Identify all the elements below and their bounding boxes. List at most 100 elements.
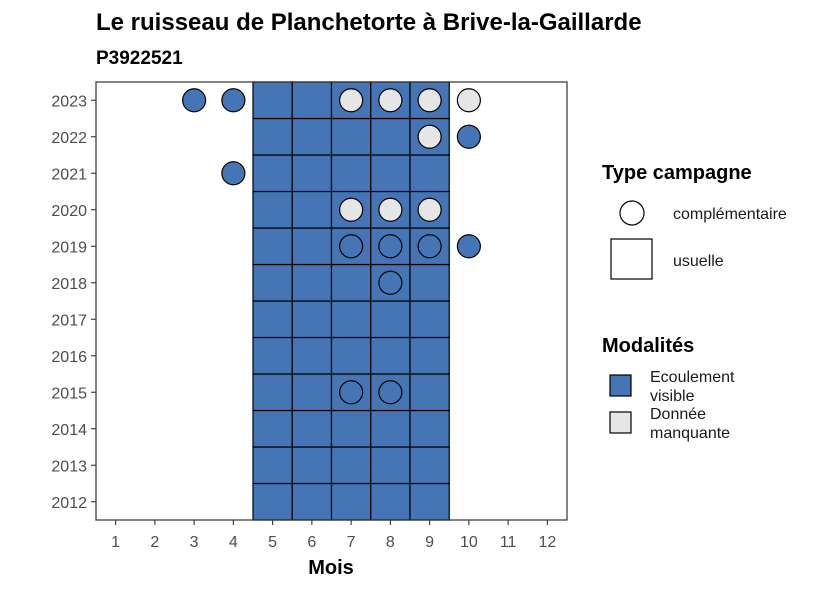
chart-title: Le ruisseau de Planchetorte à Brive-la-G… bbox=[96, 9, 642, 36]
tile-usuelle-2018-9 bbox=[409, 263, 450, 302]
tile-usuelle-2014-8 bbox=[370, 409, 411, 448]
legend-label-ecoulement-visible: Ecoulement visible bbox=[650, 369, 739, 405]
point-complementaire-2015-7 bbox=[339, 380, 364, 405]
tile-usuelle-2022-5 bbox=[252, 117, 293, 156]
tile-usuelle-2016-5 bbox=[252, 336, 293, 375]
tile-usuelle-2021-6 bbox=[291, 154, 333, 193]
tile-usuelle-2014-9 bbox=[409, 409, 450, 448]
legend-modalites-title: Modalités bbox=[602, 335, 694, 357]
tile-usuelle-2016-7 bbox=[330, 336, 372, 375]
point-complementaire-2023-4 bbox=[221, 88, 246, 113]
legend-key-donnee-manquante bbox=[609, 411, 632, 434]
tile-usuelle-2015-6 bbox=[291, 373, 333, 412]
tile-usuelle-2013-5 bbox=[252, 446, 293, 485]
tile-usuelle-2017-6 bbox=[291, 300, 333, 339]
tile-usuelle-2014-7 bbox=[330, 409, 372, 448]
x-tick-label-7: 7 bbox=[347, 534, 356, 551]
x-tick-label-1: 1 bbox=[111, 534, 120, 551]
x-tick-label-9: 9 bbox=[425, 534, 434, 551]
legend-label-ecoulement-line1: Ecoulement bbox=[650, 369, 735, 386]
tile-usuelle-2020-6 bbox=[291, 190, 333, 229]
tile-usuelle-2013-6 bbox=[291, 446, 333, 485]
x-tick-label-8: 8 bbox=[386, 534, 395, 551]
point-complementaire-2019-9 bbox=[417, 234, 442, 259]
tile-usuelle-2012-5 bbox=[252, 482, 293, 521]
tile-usuelle-2013-8 bbox=[370, 446, 411, 485]
point-complementaire-2019-10 bbox=[456, 234, 481, 259]
plot-panel bbox=[95, 81, 568, 521]
tile-usuelle-2022-6 bbox=[291, 117, 333, 156]
tile-usuelle-2015-5 bbox=[252, 373, 293, 412]
y-tick-label-2015: 2015 bbox=[51, 385, 87, 402]
y-tick-label-2018: 2018 bbox=[51, 276, 87, 293]
legend-label-donnee-line2: manquante bbox=[650, 425, 730, 442]
y-tick-label-2021: 2021 bbox=[51, 166, 87, 183]
legend-type-title: Type campagne bbox=[602, 162, 752, 184]
tile-usuelle-2012-6 bbox=[291, 482, 333, 521]
tile-usuelle-2018-6 bbox=[291, 263, 333, 302]
legend-label-ecoulement-line2: visible bbox=[650, 388, 695, 405]
x-tick-label-10: 10 bbox=[460, 534, 478, 551]
x-tick-label-3: 3 bbox=[190, 534, 199, 551]
tile-usuelle-2017-9 bbox=[409, 300, 450, 339]
tile-usuelle-2021-7 bbox=[330, 154, 372, 193]
tile-usuelle-2019-6 bbox=[291, 227, 333, 266]
tile-usuelle-2017-8 bbox=[370, 300, 411, 339]
tile-usuelle-2013-9 bbox=[409, 446, 450, 485]
y-tick-label-2023: 2023 bbox=[51, 93, 87, 110]
x-tick-label-2: 2 bbox=[150, 534, 159, 551]
legend-label-donnee-manquante: Donnée manquante bbox=[650, 406, 730, 442]
point-complementaire-2015-8 bbox=[378, 380, 403, 405]
tile-usuelle-2021-8 bbox=[370, 154, 411, 193]
tile-usuelle-2022-7 bbox=[330, 117, 372, 156]
tile-usuelle-2023-5 bbox=[252, 81, 293, 120]
chart-subtitle: P3922521 bbox=[96, 48, 183, 69]
y-tick-label-2022: 2022 bbox=[51, 130, 87, 147]
point-complementaire-2022-9 bbox=[417, 124, 442, 149]
y-tick-label-2016: 2016 bbox=[51, 349, 87, 366]
tile-usuelle-2012-8 bbox=[370, 482, 411, 521]
x-tick-label-5: 5 bbox=[268, 534, 277, 551]
tile-usuelle-2017-7 bbox=[330, 300, 372, 339]
tile-usuelle-2014-5 bbox=[252, 409, 293, 448]
y-tick-label-2012: 2012 bbox=[51, 495, 87, 512]
x-tick-label-12: 12 bbox=[538, 534, 556, 551]
legend: Type campagne complémentaire usuelle Mod… bbox=[602, 162, 787, 442]
tile-usuelle-2014-6 bbox=[291, 409, 333, 448]
y-tick-label-2013: 2013 bbox=[51, 458, 87, 475]
point-complementaire-2023-10 bbox=[456, 88, 481, 113]
point-complementaire-2019-8 bbox=[378, 234, 403, 259]
x-tick-label-11: 11 bbox=[500, 534, 517, 551]
x-tick-label-6: 6 bbox=[307, 534, 316, 551]
tile-usuelle-2016-6 bbox=[291, 336, 333, 375]
tile-usuelle-2018-7 bbox=[330, 263, 372, 302]
legend-label-usuelle: usuelle bbox=[673, 253, 724, 270]
point-complementaire-2023-3 bbox=[182, 88, 207, 113]
point-complementaire-2021-4 bbox=[221, 161, 246, 186]
point-complementaire-2020-7 bbox=[339, 197, 364, 222]
tile-usuelle-2021-9 bbox=[409, 154, 450, 193]
tile-usuelle-2022-8 bbox=[370, 117, 411, 156]
point-complementaire-2023-7 bbox=[339, 88, 364, 113]
tile-usuelle-2016-9 bbox=[409, 336, 450, 375]
point-complementaire-2019-7 bbox=[339, 234, 364, 259]
tile-usuelle-2023-6 bbox=[291, 81, 333, 120]
point-complementaire-2018-8 bbox=[378, 270, 403, 295]
tile-usuelle-2019-5 bbox=[252, 227, 293, 266]
point-complementaire-2022-10 bbox=[456, 124, 481, 149]
legend-label-complementaire: complémentaire bbox=[673, 206, 787, 223]
y-tick-label-2019: 2019 bbox=[51, 239, 87, 256]
tile-usuelle-2017-5 bbox=[252, 300, 293, 339]
panel-border bbox=[95, 81, 568, 521]
x-axis: 1 2 3 4 5 6 7 8 9 10 11 12 bbox=[111, 520, 556, 551]
legend-label-donnee-line1: Donnée bbox=[650, 406, 706, 423]
tile-usuelle-2020-5 bbox=[252, 190, 293, 229]
point-complementaire-2020-8 bbox=[378, 197, 403, 222]
tile-usuelle-2013-7 bbox=[330, 446, 372, 485]
tile-usuelle-2015-9 bbox=[409, 373, 450, 412]
x-tick-label-4: 4 bbox=[229, 534, 238, 551]
point-complementaire-2023-9 bbox=[417, 88, 442, 113]
legend-key-ecoulement-visible bbox=[609, 374, 632, 397]
x-axis-title: Mois bbox=[308, 557, 354, 579]
